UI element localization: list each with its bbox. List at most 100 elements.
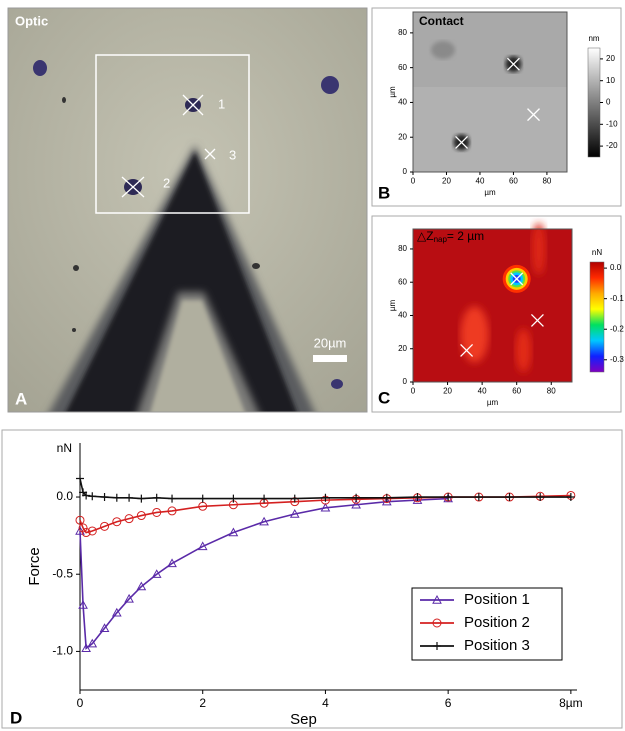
colorbar-label: nm (588, 34, 599, 43)
afm-image-shade (413, 87, 567, 172)
data-point (111, 607, 122, 617)
y-tick-label: 80 (398, 244, 407, 253)
data-point (167, 506, 177, 516)
data-point (87, 638, 98, 648)
panel-title: Contact (419, 14, 464, 28)
data-point (351, 499, 361, 509)
panel-label: B (378, 183, 390, 202)
position-mark (527, 108, 540, 122)
position-mark (510, 272, 524, 286)
data-point (167, 558, 177, 568)
position-mark (455, 135, 469, 149)
data-point (474, 493, 483, 502)
position-label: 3 (229, 147, 236, 162)
title-main: △Z (417, 229, 434, 243)
data-point (112, 493, 121, 502)
data-point (75, 515, 85, 525)
data-point (289, 508, 300, 518)
kpfm-feature (515, 328, 532, 373)
data-point (382, 493, 391, 502)
data-point (198, 494, 207, 503)
data-point (151, 569, 162, 578)
x-tick-label: 2 (199, 696, 206, 710)
x-axis-label: µm (484, 188, 496, 197)
data-point (260, 494, 269, 503)
y-axis-label: Force (26, 547, 43, 585)
data-point (82, 491, 91, 500)
data-point (228, 527, 239, 537)
colorbar-tick-label: 0.0 (610, 263, 622, 272)
colorbar-tick-label: -0.3 (610, 355, 624, 364)
y-tick-label: 60 (398, 63, 407, 72)
colorbar (589, 261, 605, 373)
y-tick-label: 0 (403, 377, 408, 386)
x-tick-label: 40 (478, 387, 487, 396)
data-point (78, 523, 88, 533)
scan-area (95, 54, 250, 214)
data-point (124, 514, 134, 524)
data-point (381, 496, 392, 506)
kpfm-feature (460, 306, 489, 363)
colorbar-tick-label: 20 (606, 54, 615, 63)
data-point (112, 517, 122, 527)
data-point (168, 494, 177, 503)
x-tick-label: 80 (547, 387, 556, 396)
colorbar-tick-label: 10 (606, 76, 615, 85)
x-tick-label: 0 (77, 696, 84, 710)
panel-frame (371, 7, 622, 207)
data-point (432, 594, 442, 604)
panel-title: Optic (15, 13, 48, 28)
y-tick-label: 40 (398, 98, 407, 107)
y-tick-label: 40 (398, 311, 407, 320)
x-axis-label: µm (487, 398, 499, 407)
plot-frame (412, 228, 573, 383)
data-point (412, 495, 423, 504)
y-tick-label: 0 (403, 167, 408, 176)
colorbar-tick-label: -20 (606, 141, 618, 150)
y-unit-label: nN (57, 441, 72, 455)
data-point (290, 494, 299, 503)
data-point (81, 528, 91, 538)
colorbar (587, 47, 601, 158)
legend-label: Position 3 (464, 637, 530, 654)
data-point (352, 493, 361, 502)
x-tick-label: 60 (512, 387, 521, 396)
data-point (78, 600, 88, 609)
title-sub: nap (434, 235, 448, 244)
data-point (536, 493, 545, 502)
plot-frame (412, 11, 568, 173)
x-tick-label: 4 (322, 696, 329, 710)
data-point (99, 623, 110, 632)
y-tick-label: 0.0 (56, 489, 73, 503)
x-tick-label: 60 (509, 177, 518, 186)
position-label: 2 (163, 175, 170, 190)
colorbar-tick-label: -0.1 (610, 294, 624, 303)
data-point (444, 493, 453, 502)
legend-label: Position 2 (464, 614, 530, 631)
colorbar-label: nN (592, 248, 602, 257)
colorbar-tick-label: -10 (606, 119, 618, 128)
panel-label: A (15, 389, 27, 408)
x-tick-label: 20 (443, 387, 452, 396)
x-tick-label: 8µm (559, 696, 583, 710)
position-mark (506, 57, 520, 71)
position-mark (460, 343, 474, 357)
data-point (76, 474, 84, 483)
x-tick-label: 0 (411, 177, 416, 186)
panel-frame (371, 215, 622, 413)
scale-bar-label: 20µm (314, 335, 347, 350)
y-tick-label: -0.5 (52, 566, 73, 580)
y-axis-label: µm (388, 300, 397, 312)
y-tick-label: 60 (398, 277, 407, 286)
data-point (229, 494, 238, 503)
data-point (505, 493, 514, 502)
data-point (136, 581, 147, 591)
data-point (432, 618, 442, 628)
data-point (152, 507, 162, 517)
data-point (100, 521, 110, 531)
y-tick-label: 80 (398, 28, 407, 37)
data-point (125, 493, 134, 502)
optic-image (8, 8, 367, 412)
data-point (124, 593, 134, 603)
